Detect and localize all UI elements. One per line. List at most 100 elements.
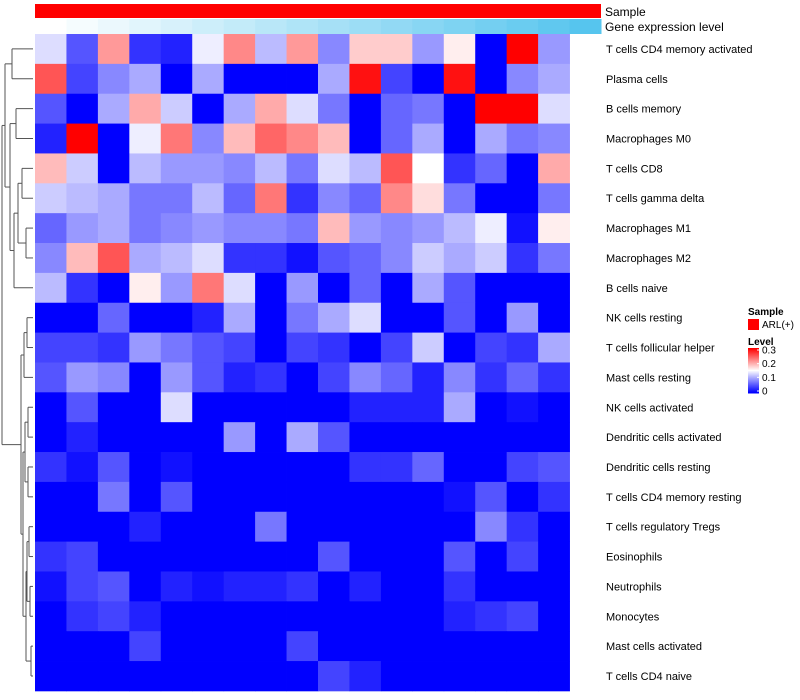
heatmap-cell [255, 332, 287, 363]
heatmap-cell [286, 511, 319, 543]
heatmap-cell [412, 571, 445, 602]
heatmap-cell [192, 153, 225, 184]
row-label: B cells naive [606, 283, 668, 295]
legend-gradient-step [748, 385, 759, 387]
heatmap-cell [192, 422, 225, 453]
heatmap-cell [97, 123, 130, 154]
heatmap-cell [412, 272, 445, 304]
legend-gradient-step [748, 383, 759, 385]
heatmap-cell [412, 183, 445, 214]
legend-gradient-step [748, 384, 759, 386]
heatmap-cell [129, 213, 162, 244]
heatmap-cell [380, 183, 413, 214]
heatmap-cell [160, 392, 193, 423]
heatmap-cell [286, 571, 319, 602]
heatmap-cell [443, 153, 476, 184]
legend-gradient-step [748, 366, 759, 368]
legend-gradient-step [748, 375, 759, 377]
heatmap-cell [412, 93, 445, 124]
row-label: Dendritic cells resting [606, 462, 711, 474]
heatmap-cell [538, 362, 570, 393]
heatmap-cell [538, 452, 570, 483]
heatmap-cell [380, 362, 413, 393]
heatmap-cell [286, 63, 319, 95]
heatmap-cell [129, 601, 162, 632]
legend-gradient-step [748, 387, 759, 389]
expression-annotation-cell [192, 19, 225, 34]
heatmap-cell [318, 34, 350, 65]
heatmap-cell [255, 362, 287, 393]
heatmap-cell [97, 481, 130, 513]
expression-annotation-cell [97, 19, 130, 34]
heatmap-cell [129, 123, 162, 154]
heatmap-cell [129, 481, 162, 513]
heatmap-cell [129, 362, 162, 393]
heatmap-cell [35, 362, 67, 393]
row-label: Dendritic cells activated [606, 432, 722, 444]
row-label: T cells follicular helper [606, 343, 715, 355]
heatmap-cell [129, 93, 162, 124]
row-label: Macrophages M0 [606, 134, 691, 146]
heatmap-cell [443, 571, 476, 602]
heatmap-cell [412, 63, 445, 95]
heatmap-cell [129, 541, 162, 572]
expression-annotation-cell [506, 19, 539, 34]
heatmap-cell [349, 123, 382, 154]
expression-annotation-cell [349, 19, 382, 34]
legend-gradient-step [748, 350, 759, 352]
heatmap-cell [349, 302, 382, 333]
heatmap-cell [160, 481, 193, 513]
heatmap-cell [506, 541, 539, 572]
heatmap-cell [412, 481, 445, 513]
heatmap-cell [66, 153, 99, 184]
expression-annotation-cell [475, 19, 508, 34]
heatmap-cell [380, 93, 413, 124]
heatmap-cell [160, 153, 193, 184]
annotation-tracks: Sample Gene expression level [35, 4, 724, 34]
legend-gradient-step [748, 362, 759, 364]
heatmap-cell [192, 362, 225, 393]
heatmap-cell [97, 63, 130, 95]
heatmap-cell [412, 452, 445, 483]
heatmap-cell [97, 541, 130, 572]
heatmap-cell [286, 302, 319, 333]
heatmap-cell [192, 243, 225, 274]
heatmap-cell [192, 183, 225, 214]
legend-color-bar [748, 348, 759, 394]
heatmap-cell [192, 302, 225, 333]
heatmap-cell [66, 392, 99, 423]
heatmap-cell [318, 93, 350, 124]
legend-gradient-step [748, 355, 759, 357]
expression-annotation-cell [66, 19, 99, 34]
heatmap-cell [318, 452, 350, 483]
heatmap-cell [475, 362, 508, 393]
heatmap-cell [286, 392, 319, 423]
heatmap-cell [380, 571, 413, 602]
heatmap-cell [412, 661, 445, 692]
heatmap-cell [538, 123, 570, 154]
heatmap-cell [380, 631, 413, 662]
heatmap-cell [538, 541, 570, 572]
heatmap-cell [223, 183, 256, 214]
heatmap-cell [129, 183, 162, 214]
heatmap-cell [380, 213, 413, 244]
heatmap-cell [506, 272, 539, 304]
heatmap-cell [129, 661, 162, 692]
heatmap-cell [129, 571, 162, 602]
heatmap-cell [286, 93, 319, 124]
legend-gradient-step [748, 373, 759, 375]
heatmap-cell [412, 302, 445, 333]
heatmap-cell [318, 272, 350, 304]
heatmap-cell [35, 541, 67, 572]
row-label: NK cells resting [606, 313, 682, 325]
heatmap-cell [286, 481, 319, 513]
heatmap-cell [255, 481, 287, 513]
heatmap-cell [506, 332, 539, 363]
heatmap-cell [538, 213, 570, 244]
legend-gradient-step [748, 357, 759, 359]
heatmap-cell [380, 332, 413, 363]
heatmap-cell [443, 452, 476, 483]
heatmap-cell [412, 243, 445, 274]
heatmap-cell [66, 213, 99, 244]
row-label: T cells gamma delta [606, 193, 705, 205]
